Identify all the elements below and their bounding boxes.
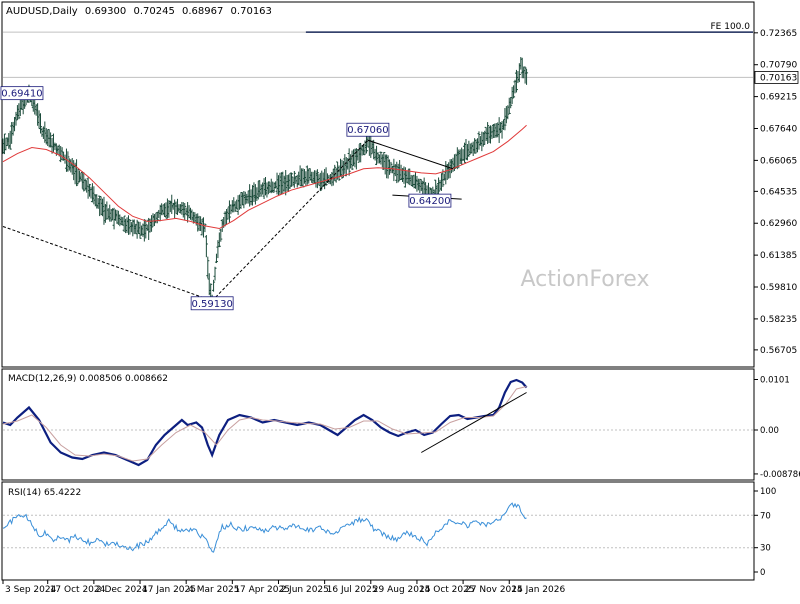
current-price-box	[754, 71, 799, 84]
high-value: 0.70245	[133, 6, 174, 17]
swing-label-box	[408, 193, 452, 208]
price-y-tick-label: 0.64535	[760, 187, 797, 197]
watermark: ActionForex	[521, 267, 650, 292]
chart-header: AUDUSD,Daily 0.69300 0.70245 0.68967 0.7…	[6, 6, 272, 17]
swing-label-text: 0.69410	[1, 89, 42, 100]
dashed-trendline	[211, 139, 369, 302]
x-tick-label: 4 Mar 2025	[188, 585, 239, 595]
price-y-tick-label: 0.69215	[760, 93, 797, 103]
price-y-tick-label: 0.58235	[760, 315, 797, 325]
trendline	[367, 139, 454, 170]
x-tick-label: 16 Jul 2025	[327, 585, 378, 595]
x-tick-label: 14 Jan 2026	[511, 585, 565, 595]
price-y-tick-label: 0.67640	[760, 124, 797, 134]
x-tick-label: 17 Apr 2025	[234, 585, 290, 595]
price-layer: FE 100.0 0.69410 0.59130 0.67060 0.64200	[0, 22, 753, 311]
macd-signal-line	[2, 386, 527, 462]
price-y-tick-label: 0.72365	[760, 29, 797, 39]
price-y-tick-label: 0.70790	[760, 61, 797, 71]
x-tick-label: 14 Oct 2025	[419, 585, 475, 595]
moving-average-line	[2, 124, 527, 230]
price-y-tick-label: 0.61385	[760, 251, 797, 261]
rsi-panel-frame	[1, 481, 755, 581]
dashed-trendline	[2, 226, 213, 302]
x-tick-label: 3 Sep 2024	[5, 585, 57, 595]
x-tick-label: 17 Jan 2025	[142, 585, 196, 595]
macd-y-tick-label: 0.00	[760, 426, 779, 436]
swing-label-box	[190, 296, 234, 311]
fe-level-label: FE 100.0	[711, 22, 751, 32]
price-y-tick-label: 0.62960	[760, 219, 797, 229]
rsi-y-tick-label: 70	[760, 511, 771, 521]
current-price-label: 0.70163	[760, 73, 797, 83]
swing-label-box	[0, 86, 44, 101]
rsi-line	[2, 502, 527, 553]
price-y-tick-label: 0.56705	[760, 346, 797, 356]
x-tick-label: 2 Jun 2025	[280, 585, 328, 595]
macd-title: MACD(12,26,9) 0.008506 0.008662	[8, 374, 168, 384]
swing-label-text: 0.67060	[347, 125, 388, 136]
rsi-y-tick-label: 30	[760, 544, 771, 554]
x-tick-label: 29 Aug 2025	[373, 585, 431, 595]
swing-label-text: 0.64200	[409, 196, 450, 207]
macd-panel-frame	[1, 368, 755, 481]
swing-label-text: 0.59130	[191, 299, 232, 310]
x-tick-label: 27 Nov 2025	[465, 585, 523, 595]
rsi-title: RSI(14) 65.4222	[8, 488, 81, 498]
rsi-y-tick-label: 100	[760, 487, 776, 497]
close-value: 0.70163	[231, 6, 272, 17]
open-value: 0.69300	[85, 6, 126, 17]
x-tick-label: 2 Dec 2024	[96, 585, 148, 595]
price-y-tick-label: 0.59810	[760, 283, 797, 293]
price-panel-frame	[1, 1, 755, 368]
rsi-y-tick-label: 0	[760, 568, 765, 578]
macd-layer	[2, 378, 753, 467]
low-value: 0.68967	[182, 6, 223, 17]
swing-label-box	[346, 122, 390, 137]
rsi-layer	[2, 502, 753, 553]
macd-y-tick-label: 0.0101	[760, 376, 790, 386]
macd-trendline	[421, 392, 527, 453]
macd-y-tick-label: -0.008786	[760, 470, 800, 480]
symbol-label: AUDUSD,Daily	[6, 6, 78, 17]
axis-layer: 0.72365 0.70790 0.69215 0.67640 0.66065 0.645…	[2, 29, 800, 595]
x-tick-label: 17 Oct 2024	[50, 585, 106, 595]
price-y-tick-label: 0.66065	[760, 156, 797, 166]
